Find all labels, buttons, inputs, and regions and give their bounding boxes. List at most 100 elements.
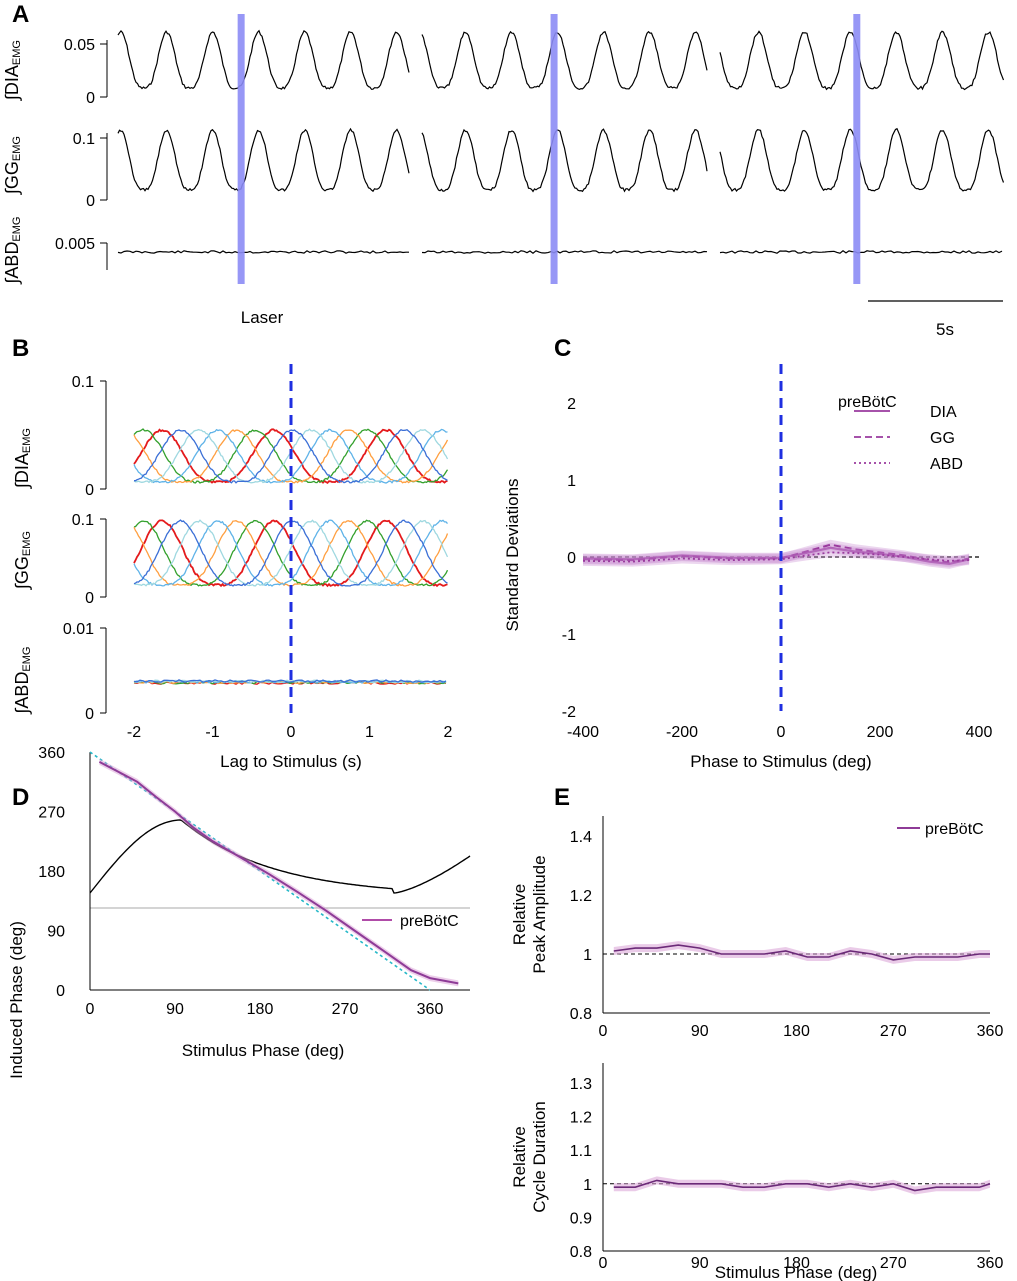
d-xtick-label: 90 — [166, 1001, 184, 1018]
c-ytick-label: 0 — [567, 550, 576, 567]
b-trace-1-3 — [133, 519, 448, 587]
e-ytick-label-1: 1 — [583, 1177, 592, 1194]
e-ytick-label-0: 1.4 — [570, 829, 592, 846]
d-ytick-label: 270 — [38, 805, 65, 822]
c-legend-label-ABD: ABD — [930, 456, 963, 473]
c-band-ABD — [583, 547, 970, 567]
c-legend-title: preBötC — [838, 394, 897, 411]
a-trace-2-0 — [117, 250, 409, 254]
e-ytick-label-0: 1.2 — [570, 888, 592, 905]
b-ylabel-2: ∫ABDEMG — [12, 646, 33, 715]
a-ytick-label-1: 0 — [86, 193, 95, 210]
a-laser-label: Laser — [241, 308, 284, 327]
a-ytick-label-2: 0.005 — [55, 236, 95, 253]
b-trace-0-3 — [133, 428, 448, 484]
a-ylabel-1: ∫GGEMG — [2, 136, 23, 196]
e-band-0 — [613, 941, 990, 964]
d-ytick-label: 0 — [56, 983, 65, 1000]
e-ylabel-0: RelativePeak Amplitude — [510, 855, 549, 973]
d-ytick-label: 180 — [38, 864, 65, 881]
a-trace-2-1 — [421, 250, 708, 254]
b-trace-0-5 — [134, 428, 448, 484]
d-xtick-label: 270 — [332, 1001, 359, 1018]
c-legend-label-DIA: DIA — [930, 404, 957, 421]
e-xtick-label-top: 180 — [783, 1023, 810, 1040]
a-trace-2-2 — [719, 250, 1003, 254]
a-laser-bar — [237, 14, 245, 284]
e-ytick-label-1: 0.8 — [570, 1244, 592, 1261]
d-xlabel: Stimulus Phase (deg) — [182, 1041, 345, 1060]
c-band-DIA — [583, 542, 970, 569]
b-ytick-top-2: 0.01 — [63, 621, 94, 638]
b-xlabel: Lag to Stimulus (s) — [220, 752, 362, 771]
b-trace-2-5 — [133, 679, 447, 683]
b-ytick-bot-1: 0 — [85, 590, 94, 607]
panel-letter-c: C — [554, 335, 571, 362]
a-ylabel-0: ∫DIAEMG — [2, 40, 23, 102]
c-xtick-label: 0 — [777, 724, 786, 741]
d-ytick-label: 90 — [47, 924, 65, 941]
e-xtick-label-bottom: 360 — [977, 1255, 1004, 1272]
b-ytick-bot-2: 0 — [85, 706, 94, 723]
c-ytick-label: 2 — [567, 396, 576, 413]
d-xtick-label: 360 — [417, 1001, 444, 1018]
c-ylabel: Standard Deviations — [503, 478, 522, 631]
b-trace-1-4 — [133, 519, 449, 587]
d-legend-label: preBötC — [400, 913, 459, 930]
c-xtick-label: 400 — [966, 724, 993, 741]
e-ytick-label-1: 1.1 — [570, 1143, 592, 1160]
panel-letter-e: E — [554, 784, 570, 811]
a-trace-0-2 — [719, 30, 1005, 91]
b-xtick-label: -1 — [205, 724, 219, 741]
a-trace-0-1 — [421, 30, 708, 91]
d-xtick-label: 180 — [247, 1001, 274, 1018]
d-band — [99, 758, 459, 987]
c-xtick-label: -400 — [567, 724, 599, 741]
a-trace-1-2 — [719, 127, 1005, 192]
c-xlabel: Phase to Stimulus (deg) — [690, 752, 871, 771]
b-xtick-label: 1 — [365, 724, 374, 741]
a-laser-bar — [853, 14, 861, 284]
e-band-1 — [613, 1176, 990, 1195]
c-series-GG — [582, 543, 970, 564]
e-xlabel: Stimulus Phase (deg) — [715, 1263, 878, 1281]
c-ytick-label: -2 — [562, 704, 576, 721]
a-ytick-label-1: 0.1 — [73, 131, 95, 148]
d-cycle-trace — [89, 819, 471, 894]
a-trace-0-0 — [117, 29, 410, 90]
e-xtick-label-top: 270 — [880, 1023, 907, 1040]
c-legend-label-GG: GG — [930, 430, 955, 447]
e-xtick-label-bottom: 90 — [691, 1255, 709, 1272]
b-ytick-top-1: 0.1 — [72, 512, 94, 529]
e-series-1 — [613, 1179, 991, 1192]
b-ylabel-1: ∫GGEMG — [12, 531, 33, 591]
a-trace-1-1 — [421, 128, 708, 193]
e-ytick-label-0: 0.8 — [570, 1006, 592, 1023]
a-ytick-label-0: 0.05 — [64, 37, 95, 54]
b-ylabel-0: ∫DIAEMG — [12, 428, 33, 490]
d-series-prebotc — [98, 761, 459, 985]
b-xtick-label: 2 — [444, 724, 453, 741]
b-ytick-bot-0: 0 — [85, 482, 94, 499]
e-xtick-label-top: 360 — [977, 1023, 1004, 1040]
c-ytick-label: -1 — [562, 627, 576, 644]
c-band-GG — [583, 539, 970, 568]
d-ytick-label: 360 — [38, 745, 65, 762]
c-xtick-label: 200 — [867, 724, 894, 741]
d-ylabel: Induced Phase (deg) — [7, 921, 26, 1079]
d-xtick-label: 0 — [86, 1001, 95, 1018]
c-xtick-label: -200 — [666, 724, 698, 741]
b-ytick-top-0: 0.1 — [72, 374, 94, 391]
e-ytick-label-1: 1.3 — [570, 1076, 592, 1093]
b-xtick-label: -2 — [127, 724, 141, 741]
a-laser-bar — [550, 14, 558, 284]
e-xtick-label-bottom: 270 — [880, 1255, 907, 1272]
e-ytick-label-0: 1 — [583, 947, 592, 964]
e-xtick-label-top: 90 — [691, 1023, 709, 1040]
e-xtick-label-bottom: 0 — [599, 1255, 608, 1272]
a-ylabel-2: ∫ABDEMG — [2, 216, 23, 285]
e-ylabel-1: RelativeCycle Duration — [510, 1101, 549, 1213]
e-series-0 — [613, 944, 990, 961]
e-legend-label: preBötC — [925, 821, 984, 838]
